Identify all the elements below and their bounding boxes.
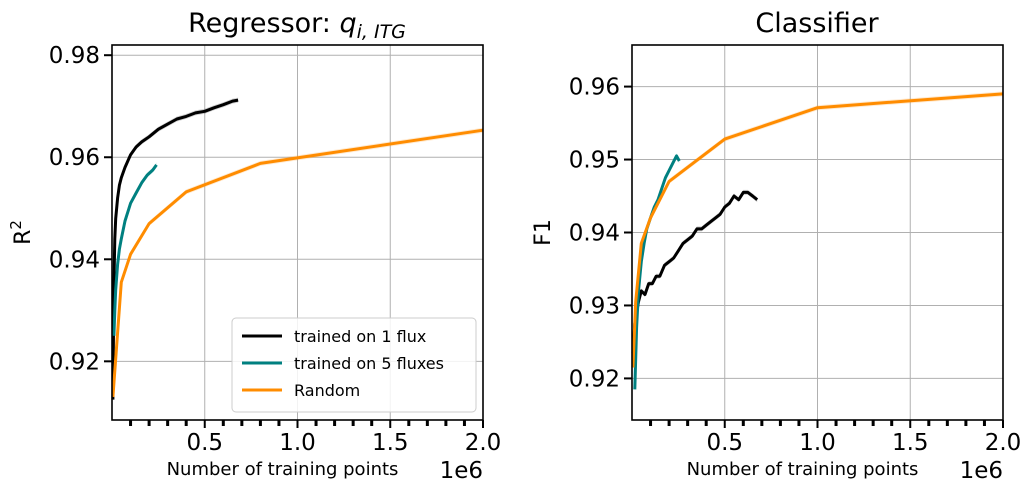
c0-x-tick-label-2: 1.5 bbox=[372, 430, 409, 456]
c1-y-tick-label-1: 0.93 bbox=[569, 293, 620, 319]
c0-x-tick-label-1: 1.0 bbox=[279, 430, 316, 456]
c1-x-tick-label-2: 1.5 bbox=[892, 430, 929, 456]
c0-y-tick-label-1: 0.94 bbox=[49, 247, 100, 273]
c0-legend-entry-1: trained on 5 fluxes bbox=[294, 354, 444, 373]
regressor-panel: 0.5 1.0 1.5 2.0 0.92 0.94 0.96 0.98 Regressor: q… bbox=[7, 8, 501, 484]
c1-y-tick-label-3: 0.95 bbox=[569, 148, 620, 174]
c1-x-tick-label-1: 1.0 bbox=[799, 430, 836, 456]
c0-series-0-line bbox=[111, 98, 239, 400]
c0-series-1-line bbox=[112, 164, 158, 336]
c0-x-tick-label-0: 0.5 bbox=[186, 430, 223, 456]
c1-series-2-line bbox=[631, 92, 1004, 368]
c1-series-0-line bbox=[631, 190, 759, 353]
c1-x-offset-label: 1e6 bbox=[960, 458, 1003, 484]
c1-x-tick-label-0: 0.5 bbox=[706, 430, 743, 456]
c1-y-tick-label-4: 0.96 bbox=[569, 75, 620, 101]
c0-y-axis-label: R2 bbox=[7, 220, 36, 245]
c1-x-tick-label-3: 2.0 bbox=[985, 430, 1022, 456]
c1-series-1-line bbox=[633, 154, 681, 390]
c0-legend-entry-0: trained on 1 flux bbox=[294, 327, 426, 346]
c0-series-2-line bbox=[111, 128, 484, 398]
c0-x-offset-label: 1e6 bbox=[440, 458, 483, 484]
classifier-panel: 0.5 1.0 1.5 2.0 0.92 0.93 0.94 0.95 0.96 Classifi… bbox=[531, 8, 1021, 484]
c1-y-tick-label-2: 0.94 bbox=[569, 221, 620, 247]
c0-y-tick-label-2: 0.96 bbox=[49, 145, 100, 171]
c0-x-axis-label: Number of training points bbox=[167, 459, 399, 480]
c0-title: Regressor: qi, ITG bbox=[188, 8, 406, 43]
c0-y-tick-label-3: 0.98 bbox=[49, 43, 100, 69]
c0-y-tick-label-0: 0.92 bbox=[49, 349, 100, 375]
c0-legend-entry-2: Random bbox=[294, 381, 360, 400]
c0-legend-box bbox=[231, 317, 477, 413]
c0-x-tick-label-3: 2.0 bbox=[465, 430, 502, 456]
c1-x-axis-label: Number of training points bbox=[687, 459, 919, 480]
c1-y-tick-label-0: 0.92 bbox=[569, 366, 620, 392]
c1-y-axis-label: F1 bbox=[531, 219, 556, 246]
c1-title: Classifier bbox=[755, 8, 879, 39]
